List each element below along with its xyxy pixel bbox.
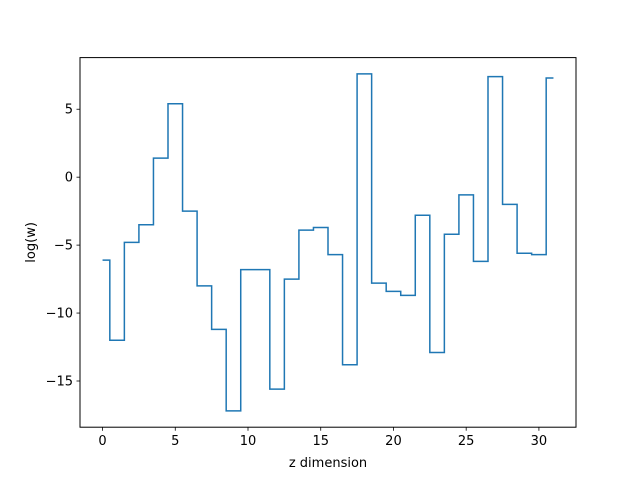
x-tick-label: 0	[98, 434, 106, 449]
x-tick-label: 5	[171, 434, 179, 449]
series-line-0	[102, 73, 554, 412]
y-tick-label: 0	[65, 171, 73, 186]
plot-layer	[102, 73, 554, 412]
x-tick-label: 15	[312, 434, 329, 449]
x-tick-label: 30	[531, 434, 548, 449]
ticks-layer: 0 5 10 15 20 25 30 −15 −10 −5 0 5	[46, 103, 548, 449]
y-tick-label: 5	[65, 103, 73, 118]
y-tick-label: −10	[46, 307, 73, 322]
y-tick-label: −15	[46, 375, 73, 390]
x-tick-label: 25	[458, 434, 475, 449]
plot-frame	[79, 57, 577, 428]
x-axis-label: z dimension	[289, 456, 367, 471]
x-tick-label: 20	[385, 434, 402, 449]
y-axis-label: log(w)	[24, 222, 39, 263]
x-tick-label: 10	[240, 434, 257, 449]
y-tick-label: −5	[54, 239, 73, 254]
